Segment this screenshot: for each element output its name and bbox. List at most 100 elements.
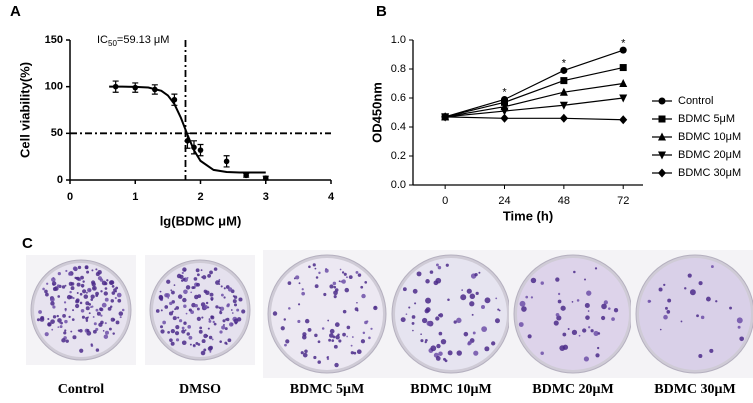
colony bbox=[50, 301, 55, 306]
colony bbox=[362, 331, 366, 335]
colony bbox=[334, 288, 339, 292]
colony bbox=[220, 293, 224, 297]
colony bbox=[559, 345, 566, 351]
colony bbox=[665, 306, 668, 310]
colony bbox=[350, 344, 353, 347]
colony bbox=[176, 273, 182, 279]
colony bbox=[562, 332, 567, 337]
colony bbox=[175, 306, 180, 310]
colony bbox=[79, 292, 83, 296]
colony bbox=[521, 306, 527, 312]
colony bbox=[343, 272, 347, 276]
colony bbox=[227, 303, 230, 307]
colony bbox=[220, 285, 223, 288]
colony bbox=[75, 303, 80, 309]
colony bbox=[115, 320, 120, 325]
colony bbox=[436, 263, 439, 267]
colony bbox=[525, 295, 529, 299]
colony bbox=[555, 277, 560, 282]
colony bbox=[597, 332, 601, 335]
colony bbox=[658, 287, 663, 292]
colony bbox=[611, 317, 615, 321]
colony bbox=[519, 300, 526, 307]
colony bbox=[540, 281, 544, 285]
photo-caption: BDMC 30μM bbox=[654, 382, 735, 397]
colony bbox=[530, 296, 534, 299]
colony bbox=[116, 292, 122, 298]
colony bbox=[106, 279, 109, 282]
colony bbox=[238, 297, 243, 302]
colony bbox=[61, 338, 66, 343]
colony bbox=[453, 320, 457, 324]
colony bbox=[527, 334, 532, 339]
colony bbox=[356, 301, 358, 304]
colony bbox=[659, 328, 662, 331]
panel-label: C bbox=[22, 235, 33, 252]
colony bbox=[357, 273, 362, 277]
colony bbox=[297, 303, 301, 306]
colony bbox=[313, 355, 317, 360]
colony bbox=[225, 342, 228, 345]
colony bbox=[411, 315, 416, 319]
colony bbox=[110, 299, 115, 303]
colony bbox=[95, 291, 99, 296]
colony bbox=[467, 340, 472, 345]
colony bbox=[571, 329, 578, 335]
colony bbox=[364, 320, 368, 325]
colony bbox=[195, 341, 199, 345]
colony bbox=[596, 346, 600, 350]
colony bbox=[185, 285, 191, 290]
colony bbox=[170, 289, 173, 292]
colony bbox=[52, 283, 55, 286]
marker bbox=[619, 64, 627, 72]
colony bbox=[608, 307, 611, 310]
colony bbox=[85, 306, 90, 311]
colony bbox=[302, 334, 307, 340]
colony bbox=[171, 290, 175, 295]
colony bbox=[200, 350, 206, 356]
colony bbox=[159, 290, 162, 293]
colony bbox=[51, 328, 54, 331]
colony bbox=[346, 325, 351, 330]
colony bbox=[689, 289, 696, 296]
colony bbox=[76, 292, 79, 295]
data-point bbox=[191, 144, 197, 151]
data-point bbox=[171, 96, 178, 103]
colony bbox=[304, 349, 308, 353]
colony bbox=[333, 344, 338, 349]
colony bbox=[72, 266, 78, 271]
colony bbox=[72, 309, 75, 312]
y-tick-label: 1.0 bbox=[391, 34, 406, 46]
colony bbox=[463, 331, 469, 337]
colony bbox=[228, 322, 234, 327]
colony bbox=[166, 279, 171, 284]
colony bbox=[50, 319, 55, 324]
colony bbox=[227, 338, 232, 343]
colony bbox=[412, 288, 418, 294]
colony bbox=[355, 270, 359, 274]
ic50-subscript: 50 bbox=[108, 39, 117, 48]
colony bbox=[45, 292, 49, 297]
colony bbox=[374, 306, 377, 309]
colony bbox=[223, 287, 226, 290]
colony bbox=[215, 305, 219, 309]
colony bbox=[280, 326, 285, 331]
series-line bbox=[445, 97, 624, 118]
colony bbox=[49, 297, 55, 302]
colony bbox=[167, 297, 170, 299]
colony bbox=[60, 321, 63, 325]
colony bbox=[224, 327, 228, 331]
colony bbox=[350, 351, 354, 355]
colony bbox=[300, 351, 304, 355]
colony bbox=[301, 291, 306, 296]
colony bbox=[196, 282, 200, 287]
colony bbox=[231, 312, 234, 314]
marker bbox=[658, 151, 666, 160]
colony bbox=[700, 315, 705, 320]
colony bbox=[332, 281, 337, 286]
colony bbox=[353, 351, 357, 355]
colony bbox=[177, 316, 180, 319]
colony bbox=[64, 319, 68, 324]
colony bbox=[213, 322, 217, 326]
colony bbox=[208, 319, 212, 323]
